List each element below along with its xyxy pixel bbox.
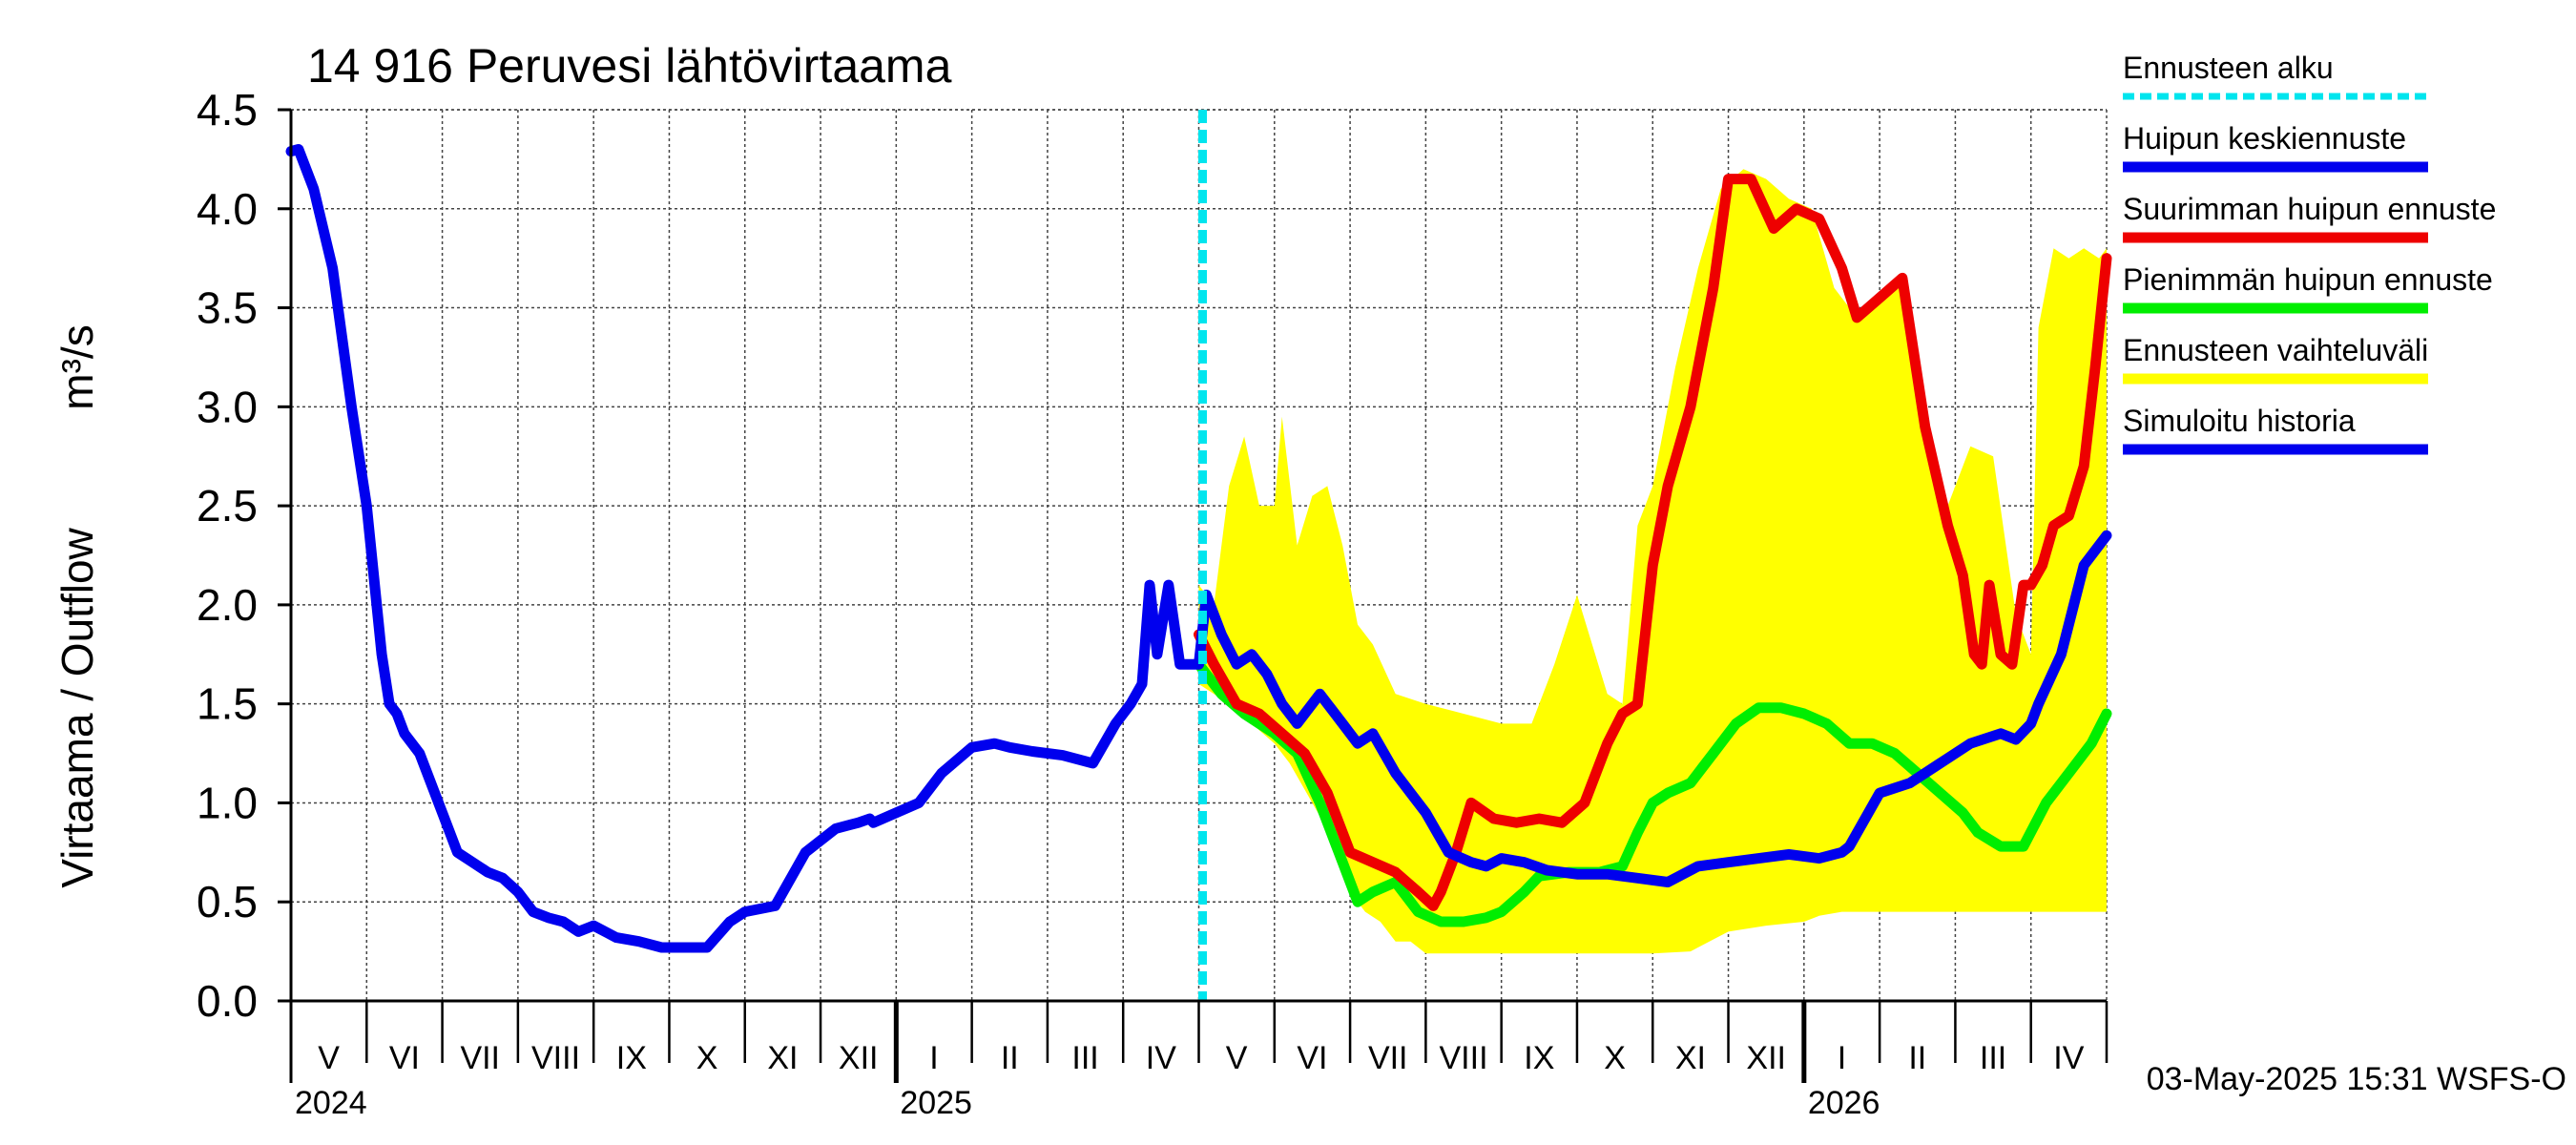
y-axis-unit: m³/s: [52, 324, 102, 409]
y-tick-label: 2.5: [197, 481, 258, 531]
month-label: X: [696, 1040, 718, 1076]
month-label: VI: [389, 1040, 420, 1076]
footer-timestamp: 03-May-2025 15:31 WSFS-O: [2147, 1061, 2566, 1097]
month-label: II: [1908, 1040, 1926, 1076]
month-label: VII: [1368, 1040, 1408, 1076]
month-label: III: [1980, 1040, 2006, 1076]
y-tick-label: 3.0: [197, 382, 258, 431]
legend: Ennusteen alku Huipun keskiennuste Suurimm…: [2123, 51, 2496, 455]
month-label: IV: [2053, 1040, 2084, 1076]
legend-label: Ennusteen alku: [2123, 51, 2334, 85]
y-tick-label: 1.5: [197, 679, 258, 729]
month-label: XI: [767, 1040, 798, 1076]
month-label: XI: [1675, 1040, 1706, 1076]
year-label: 2026: [1808, 1085, 1880, 1121]
legend-label: Pienimmän huipun ennuste: [2123, 262, 2493, 297]
month-label: V: [318, 1040, 340, 1076]
month-label: XII: [839, 1040, 879, 1076]
y-tick-label: 0.0: [197, 976, 258, 1026]
month-label: VII: [460, 1040, 500, 1076]
legend-label: Ennusteen vaihteluväli: [2123, 333, 2428, 367]
year-label: 2024: [295, 1085, 367, 1121]
month-label: III: [1071, 1040, 1098, 1076]
legend-label: Suurimman huipun ennuste: [2123, 192, 2496, 226]
month-label: XII: [1746, 1040, 1786, 1076]
min-peak-forecast-line: [1194, 658, 2112, 927]
axes: [278, 108, 2109, 1083]
max-peak-forecast-line: [1194, 174, 2112, 911]
y-tick-label: 0.5: [197, 877, 258, 926]
legend-label: Simuloitu historia: [2123, 404, 2356, 438]
month-label: VI: [1297, 1040, 1327, 1076]
simulated-history-line: [285, 144, 1204, 953]
month-label: I: [929, 1040, 938, 1076]
chart-title: 14 916 Peruvesi lähtövirtaama: [307, 39, 952, 93]
series-lines: [285, 144, 2112, 953]
year-label: 2025: [900, 1085, 972, 1121]
month-label: VIII: [531, 1040, 580, 1076]
mean-peak-forecast-line: [1194, 530, 2112, 887]
y-tick-label: 4.0: [197, 184, 258, 234]
month-label: X: [1604, 1040, 1626, 1076]
y-tick-label: 4.5: [197, 85, 258, 135]
month-label: VIII: [1440, 1040, 1488, 1076]
y-tick-label: 2.0: [197, 580, 258, 630]
y-tick-labels: 0.0 0.5 1.0 1.5 2.0 2.5 3.0 3.5 4.0 4.5: [197, 85, 258, 1026]
month-label: IX: [616, 1040, 647, 1076]
y-axis-label: Virtaama / Outflow: [52, 527, 102, 887]
x-tick-labels: V VI VII VIII IX X XI XII I II III IV V VI VII VIII IX X X…: [295, 1040, 2085, 1121]
y-tick-label: 3.5: [197, 283, 258, 333]
month-label: IV: [1146, 1040, 1176, 1076]
y-tick-label: 1.0: [197, 778, 258, 827]
legend-label: Huipun keskiennuste: [2123, 121, 2406, 156]
month-label: V: [1226, 1040, 1248, 1076]
month-label: II: [1001, 1040, 1019, 1076]
month-label: I: [1838, 1040, 1846, 1076]
month-label: IX: [1524, 1040, 1554, 1076]
